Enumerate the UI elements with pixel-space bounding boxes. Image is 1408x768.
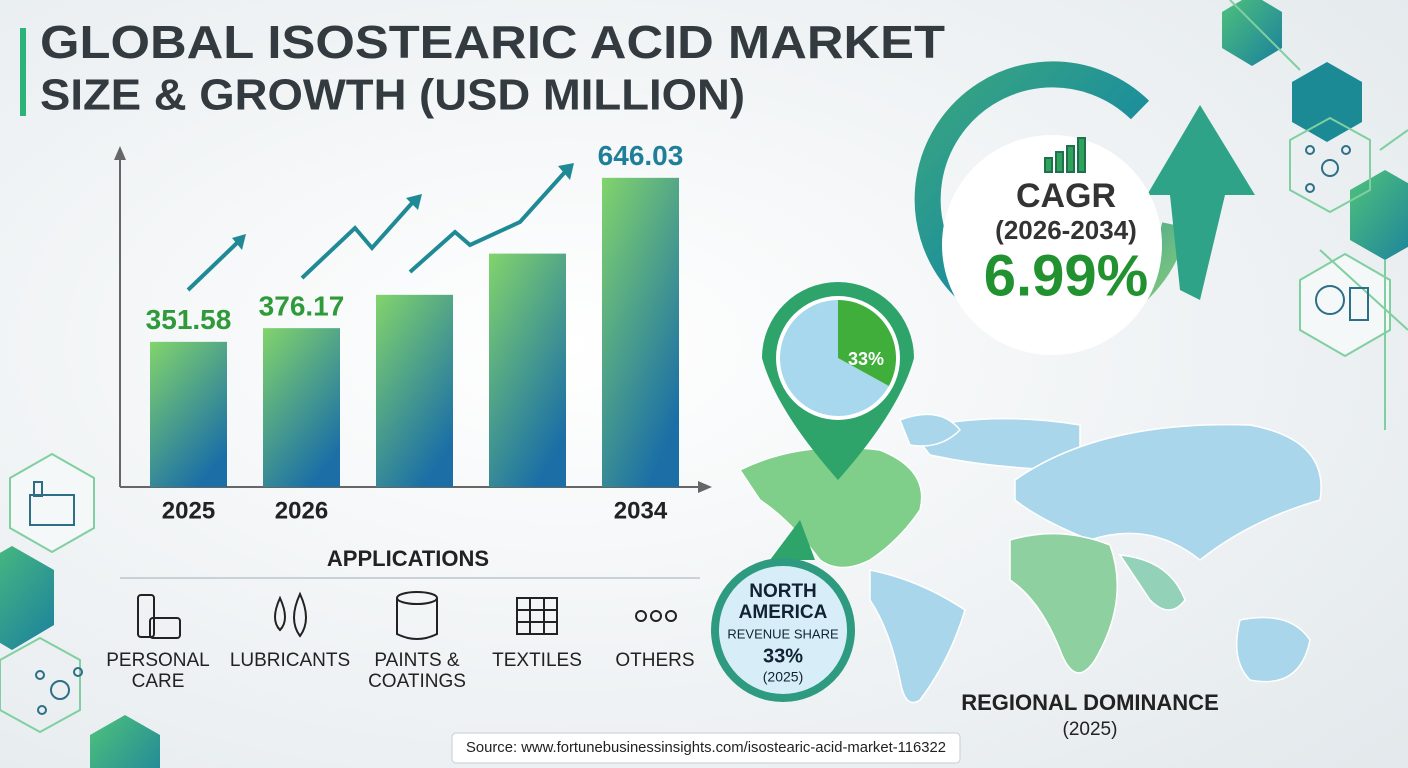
application-icons <box>137 591 677 640</box>
pie <box>780 300 897 416</box>
source: Source: www.fortunebusinessinsights.com/… <box>466 740 946 756</box>
x-tick-label: 2026 <box>275 497 328 524</box>
region-name: NORTH <box>749 581 817 602</box>
pie-rest <box>780 300 889 416</box>
regional-title: REGIONAL DOMINANCE <box>961 690 1219 715</box>
pie-label: 33% <box>848 349 884 369</box>
title-accent <box>20 28 26 116</box>
pie-slice <box>838 300 897 386</box>
x-tick-label: 2034 <box>614 497 668 524</box>
title-line: SIZE & GROWTH (USD MILLION) <box>40 71 745 120</box>
x-tick-label: 2025 <box>162 497 215 524</box>
bar <box>602 177 679 487</box>
regional-year: (2025) <box>1063 719 1118 740</box>
bar-chart: 2025 351.58 2026 376.17 2034 646.03 <box>146 140 684 524</box>
region-share: 33% <box>763 645 803 667</box>
application-label: COATINGS <box>368 671 466 692</box>
application-label: TEXTILES <box>492 650 582 671</box>
source-box <box>451 732 961 764</box>
decor-icons <box>29 145 1369 715</box>
cagr-label: CAGR <box>1016 177 1116 215</box>
application-label: LUBRICANTS <box>230 650 350 671</box>
value-label: 376.17 <box>259 291 345 322</box>
region-callout <box>711 520 855 702</box>
cagr-value: 6.99% <box>984 243 1148 308</box>
application-label: PAINTS & <box>374 650 459 671</box>
bar <box>263 328 340 487</box>
bar <box>376 294 453 487</box>
region-year: (2025) <box>763 669 803 685</box>
bar <box>150 341 227 487</box>
world-map <box>738 413 1322 704</box>
trend-arrows <box>186 163 574 292</box>
title-line: GLOBAL ISOSTEARIC ACID MARKET <box>40 16 945 68</box>
value-label: 646.03 <box>598 140 684 171</box>
application-label: OTHERS <box>615 650 694 671</box>
applications-title: APPLICATIONS <box>327 546 489 571</box>
region-metric: REVENUE SHARE <box>727 626 839 641</box>
cagr-ring <box>914 61 1255 355</box>
bar <box>489 253 566 487</box>
application-label: CARE <box>132 671 185 692</box>
value-label: 351.58 <box>146 304 232 335</box>
cagr-period: (2026-2034) <box>995 215 1137 245</box>
application-label: PERSONAL <box>106 650 209 671</box>
region-name: AMERICA <box>739 602 828 623</box>
